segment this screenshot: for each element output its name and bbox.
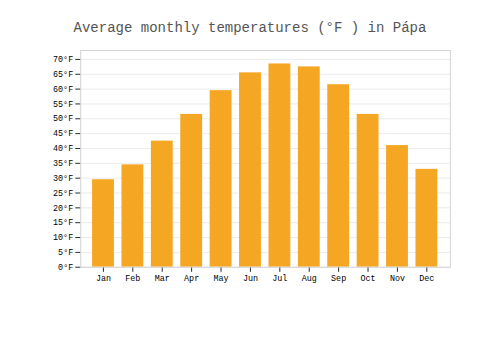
svg-text:Sep: Sep [331, 274, 346, 284]
svg-text:35°F: 35°F [53, 159, 73, 169]
svg-text:55°F: 55°F [53, 100, 73, 110]
svg-text:25°F: 25°F [53, 189, 73, 199]
svg-text:15°F: 15°F [53, 218, 73, 228]
svg-text:Aug: Aug [302, 274, 317, 284]
svg-text:20°F: 20°F [53, 204, 73, 214]
svg-text:Dec: Dec [419, 274, 434, 284]
svg-text:Nov: Nov [390, 274, 405, 284]
html-text:Average monthly temperatures (: Average monthly temperatures (°F ) in Pá… [73, 20, 427, 36]
svg-text:50°F: 50°F [53, 114, 73, 124]
svg-text:Apr: Apr [184, 274, 199, 284]
svg-text:10°F: 10°F [53, 233, 73, 243]
svg-text:Jan: Jan [96, 274, 111, 284]
svg-text:0°F: 0°F [58, 263, 73, 273]
svg-text:65°F: 65°F [53, 70, 73, 80]
svg-text:60°F: 60°F [53, 85, 73, 95]
svg-text:5°F: 5°F [58, 248, 73, 258]
svg-text:30°F: 30°F [53, 174, 73, 184]
svg-text:40°F: 40°F [53, 144, 73, 154]
svg-text:Jun: Jun [243, 274, 258, 284]
svg-text:Oct: Oct [360, 274, 375, 284]
svg-text:May: May [213, 274, 228, 284]
svg-text:Jul: Jul [272, 274, 287, 284]
svg-text:45°F: 45°F [53, 129, 73, 139]
svg-text:Mar: Mar [155, 274, 170, 284]
svg-text:Feb: Feb [125, 274, 140, 284]
svg-text:70°F: 70°F [53, 55, 73, 65]
